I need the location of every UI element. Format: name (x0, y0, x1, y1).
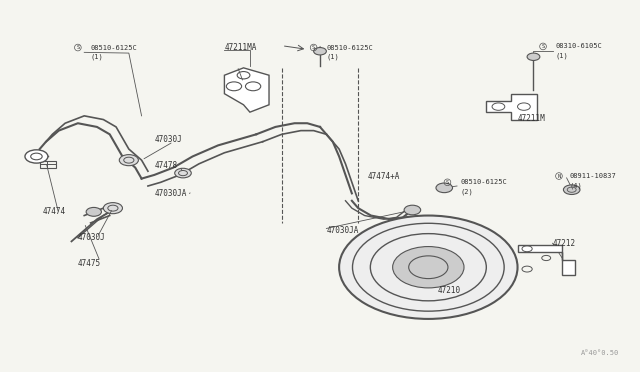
Text: 47030JA: 47030JA (154, 189, 187, 198)
Text: S: S (76, 45, 79, 50)
Text: 47030J: 47030J (154, 135, 182, 144)
Text: 47474: 47474 (43, 207, 66, 217)
Text: (1): (1) (326, 54, 339, 60)
Polygon shape (518, 245, 575, 275)
Polygon shape (486, 94, 537, 119)
Text: S: S (446, 180, 449, 185)
Text: 47212: 47212 (552, 239, 576, 248)
Circle shape (119, 155, 138, 166)
Circle shape (404, 205, 420, 215)
Text: 08510-6125C: 08510-6125C (326, 45, 373, 51)
Text: 47030J: 47030J (78, 233, 106, 242)
Text: 08510-6125C: 08510-6125C (91, 45, 138, 51)
Text: A⁰40°0.50: A⁰40°0.50 (581, 350, 620, 356)
Text: (1): (1) (556, 52, 568, 59)
Text: 47030JA: 47030JA (326, 226, 359, 235)
Text: 47474+A: 47474+A (368, 172, 400, 181)
Text: (4): (4) (570, 182, 582, 189)
Text: (2): (2) (460, 188, 473, 195)
Text: S: S (541, 44, 545, 49)
Circle shape (563, 185, 580, 195)
Circle shape (103, 203, 122, 214)
Circle shape (86, 208, 101, 216)
Text: 47211MA: 47211MA (225, 43, 257, 52)
Text: 47211M: 47211M (518, 114, 545, 123)
Text: 47210: 47210 (438, 286, 461, 295)
Circle shape (25, 150, 48, 163)
Text: 08510-6125C: 08510-6125C (460, 179, 507, 185)
Text: 08310-6105C: 08310-6105C (556, 44, 602, 49)
Text: 47478: 47478 (154, 161, 177, 170)
Polygon shape (225, 68, 269, 112)
Circle shape (339, 215, 518, 319)
Text: 08911-10837: 08911-10837 (570, 173, 616, 179)
Bar (40, 161, 56, 167)
Circle shape (314, 48, 326, 55)
Circle shape (393, 247, 464, 288)
Text: (1): (1) (91, 54, 103, 60)
Circle shape (175, 168, 191, 178)
Text: N: N (557, 173, 561, 179)
Text: 47475: 47475 (78, 259, 101, 268)
Circle shape (527, 53, 540, 61)
Circle shape (436, 183, 452, 193)
Text: S: S (312, 45, 316, 50)
